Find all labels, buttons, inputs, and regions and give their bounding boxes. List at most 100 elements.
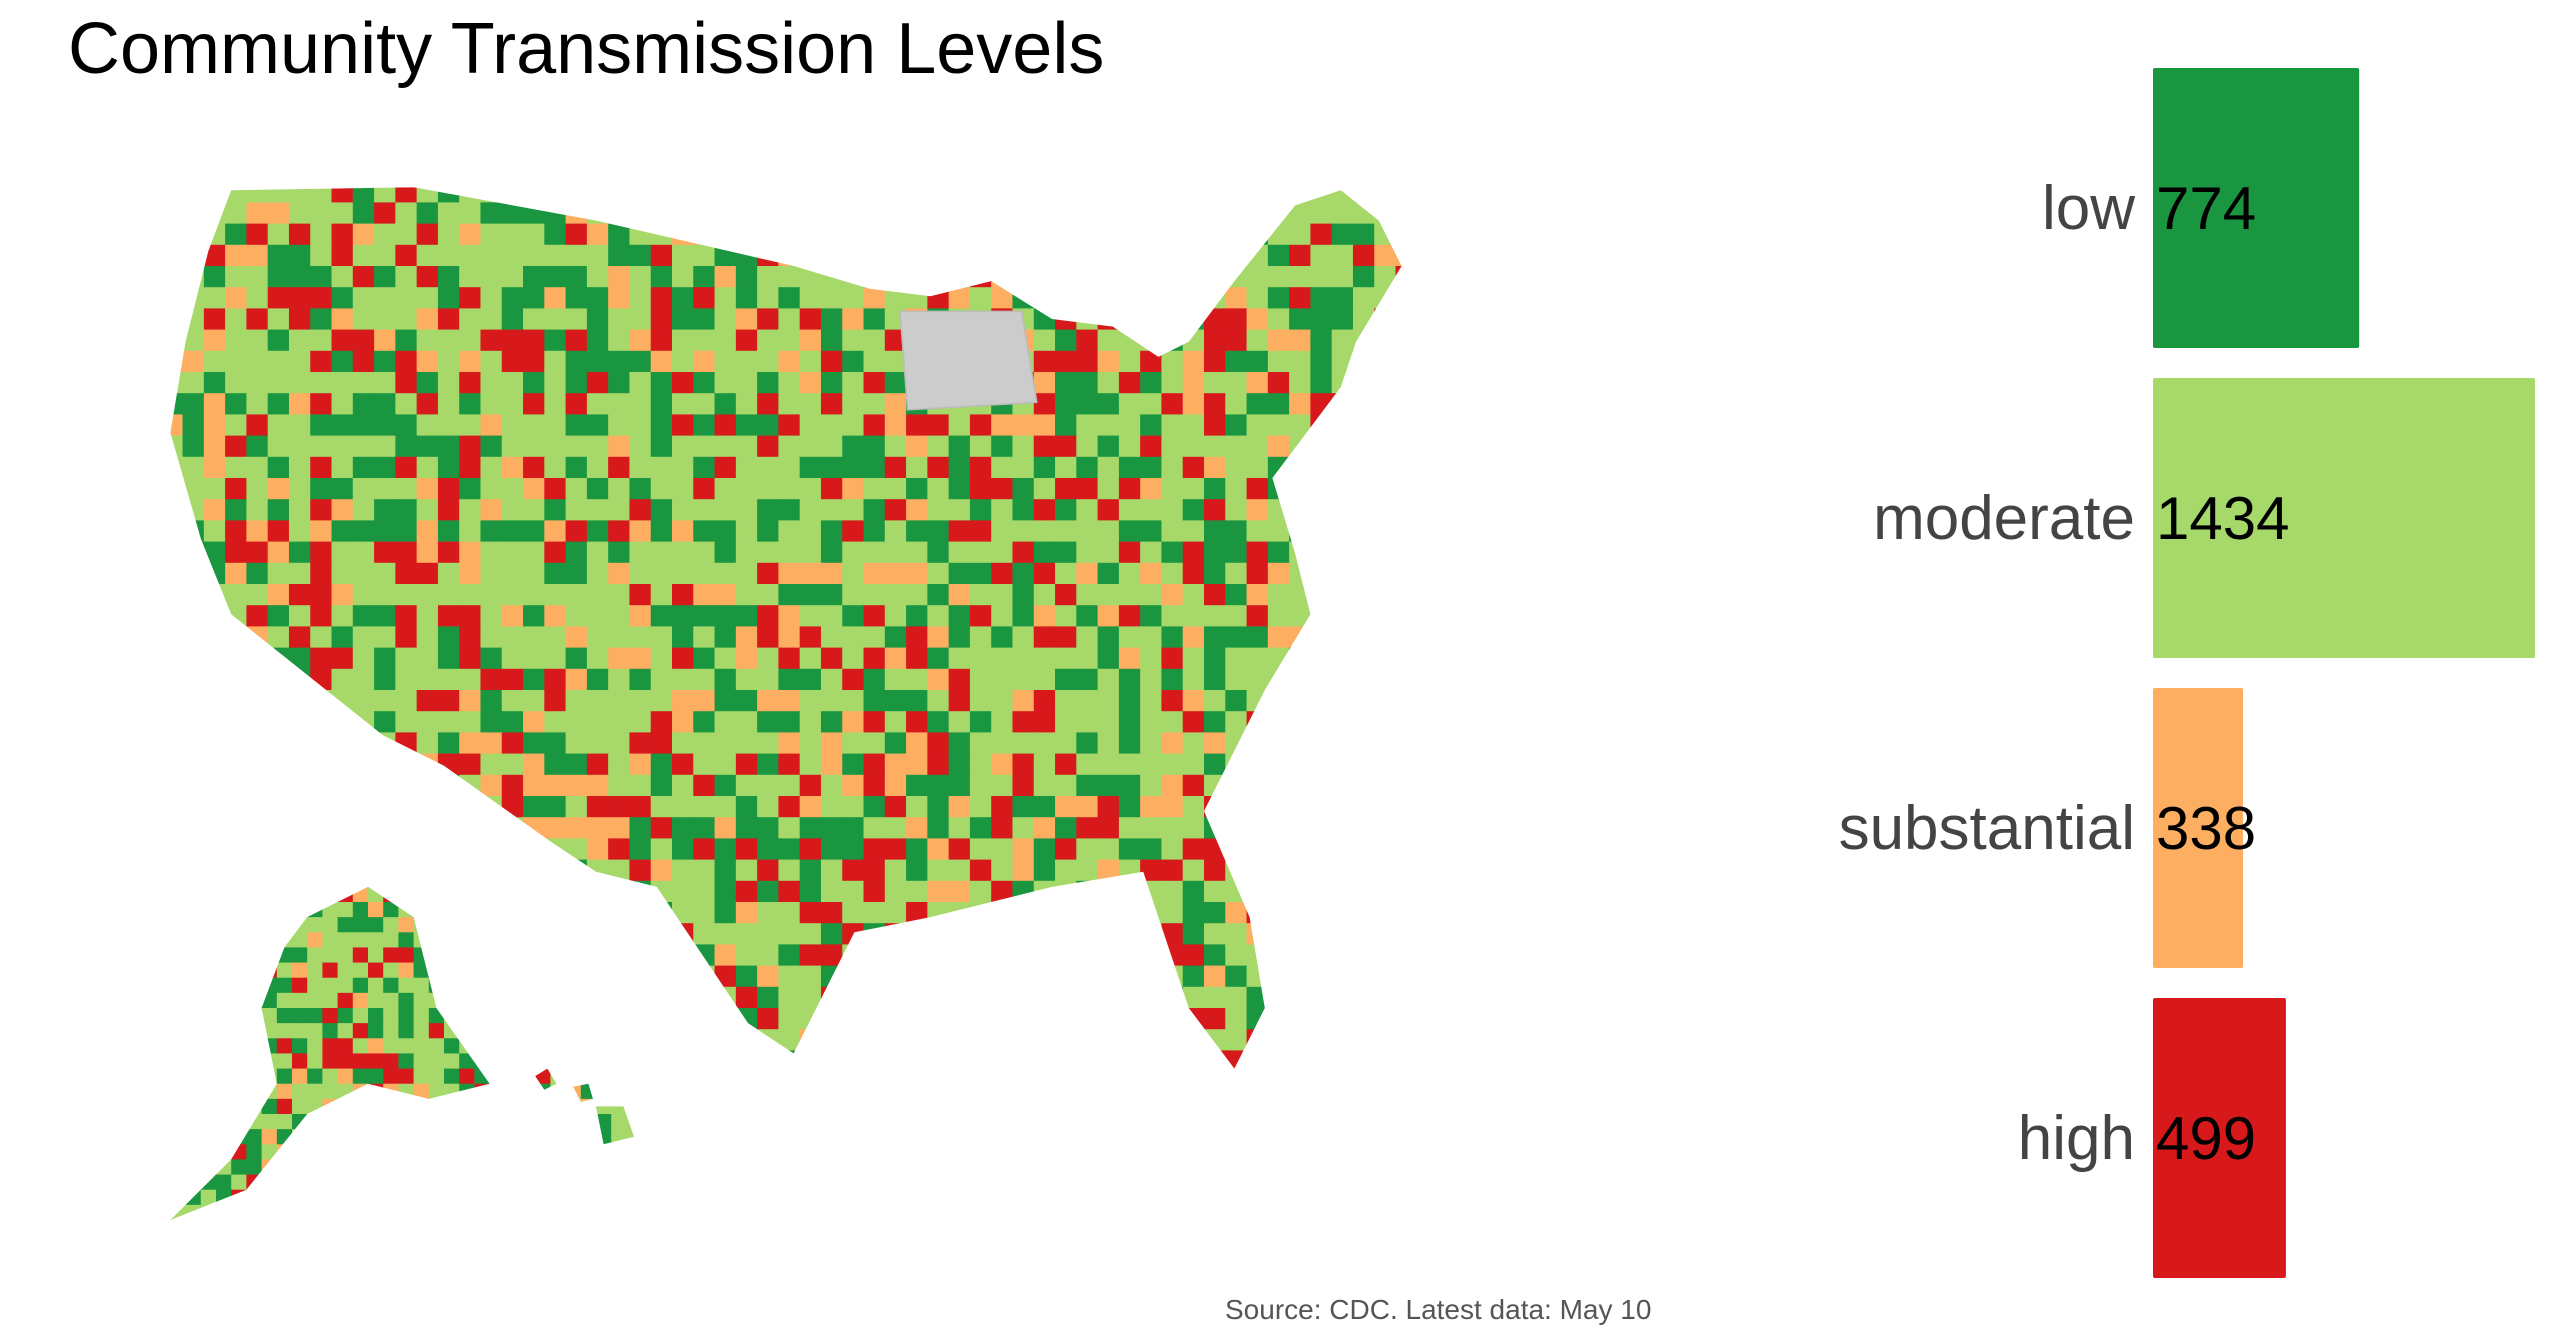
- county-cell: [1158, 266, 1174, 282]
- county-cell: [1587, 160, 1609, 182]
- county-cell: [629, 329, 652, 352]
- county-cell: [1459, 224, 1481, 246]
- county-cell: [608, 393, 631, 416]
- county-cell: [702, 190, 718, 206]
- county-cell: [1417, 327, 1433, 343]
- county-cell: [1097, 308, 1120, 331]
- county-cell: [544, 499, 567, 522]
- county-cell: [1246, 838, 1269, 861]
- county-cell: [416, 902, 439, 924]
- county-cell: [1310, 690, 1333, 712]
- county-cell: [1289, 1135, 1311, 1157]
- county-cell: [1459, 181, 1481, 203]
- county-cell: [1493, 175, 1509, 191]
- county-cell: [565, 902, 588, 924]
- county-cell: [1310, 923, 1333, 946]
- county-cell: [885, 205, 901, 221]
- county-cell: [395, 244, 418, 267]
- county-cell: [1113, 311, 1129, 327]
- county-cell: [352, 859, 375, 882]
- county-cell: [1161, 160, 1183, 182]
- county-cell: [650, 859, 673, 882]
- county-cell: [608, 732, 631, 755]
- county-cell: [1459, 245, 1481, 267]
- county-cell: [1204, 478, 1226, 500]
- county-cell: [416, 541, 439, 564]
- county-cell: [1118, 478, 1141, 500]
- county-cell: [1310, 668, 1333, 691]
- county-cell: [1097, 520, 1120, 543]
- county-cell: [1608, 1050, 1630, 1072]
- county-cell: [1395, 393, 1402, 416]
- county-cell: [820, 605, 843, 628]
- county-cell: [1374, 266, 1397, 288]
- county-cell: [429, 175, 445, 191]
- county-cell: [1033, 435, 1056, 458]
- county-cell: [735, 838, 758, 861]
- county-cell: [1267, 774, 1290, 797]
- county-cell: [1352, 1050, 1375, 1069]
- county-cell: [1502, 796, 1524, 818]
- county-cell: [1374, 160, 1396, 182]
- county-cell: [523, 160, 545, 182]
- county-cell: [246, 1050, 269, 1069]
- county-cell: [714, 329, 737, 352]
- county-cell: [1554, 236, 1570, 252]
- county-cell: [1161, 923, 1184, 946]
- county-cell: [672, 1008, 694, 1030]
- county-cell: [884, 690, 907, 712]
- county-cell: [657, 221, 673, 237]
- county-cell: [225, 1072, 247, 1094]
- county-cell: [735, 986, 758, 1009]
- county-cell: [1076, 562, 1099, 585]
- county-cell: [1508, 281, 1524, 297]
- county-cell: [672, 393, 694, 416]
- county-cell: [1508, 266, 1524, 282]
- county-cell: [1332, 1135, 1354, 1157]
- county-cell: [1459, 860, 1481, 882]
- county-cell: [672, 329, 694, 352]
- county-cell: [1481, 1072, 1503, 1094]
- county-cell: [778, 435, 801, 458]
- county-cell: [1462, 281, 1478, 297]
- county-cell: [906, 1008, 928, 1030]
- county-cell: [1395, 1008, 1402, 1030]
- county-cell: [991, 562, 1014, 585]
- county-cell: [1584, 221, 1600, 237]
- county-cell: [1158, 236, 1174, 252]
- county-cell: [586, 1050, 609, 1069]
- county-cell: [1174, 160, 1190, 176]
- county-cell: [820, 902, 843, 924]
- county-cell: [1097, 796, 1120, 818]
- county-cell: [1608, 372, 1630, 394]
- county-cell: [1493, 236, 1509, 252]
- county-cell: [1352, 187, 1375, 204]
- county-cell: [1161, 414, 1184, 437]
- county-cell: [1143, 327, 1159, 343]
- county-cell: [523, 541, 545, 564]
- county-cell: [1310, 838, 1333, 861]
- county-cell: [246, 478, 269, 500]
- county-cell: [820, 329, 843, 352]
- county-cell: [1331, 414, 1354, 437]
- county-cell: [927, 435, 950, 458]
- county-cell: [1204, 287, 1226, 310]
- county-cell: [1523, 287, 1545, 309]
- county-cell: [1569, 311, 1585, 327]
- county-cell: [331, 796, 354, 818]
- county-cell: [1332, 1199, 1354, 1220]
- county-cell: [1289, 880, 1312, 903]
- county-cell: [927, 1156, 949, 1178]
- county-cell: [1118, 880, 1141, 903]
- county-cell: [714, 562, 737, 585]
- county-cell: [1386, 175, 1402, 191]
- county-cell: [1113, 190, 1129, 206]
- county-cell: [267, 774, 290, 797]
- county-cell: [352, 796, 375, 818]
- county-cell: [735, 499, 758, 522]
- county-cell: [1459, 393, 1481, 415]
- county-cell: [651, 160, 673, 182]
- county-cell: [1250, 190, 1266, 206]
- county-cell: [651, 1135, 673, 1157]
- county-cell: [523, 796, 545, 818]
